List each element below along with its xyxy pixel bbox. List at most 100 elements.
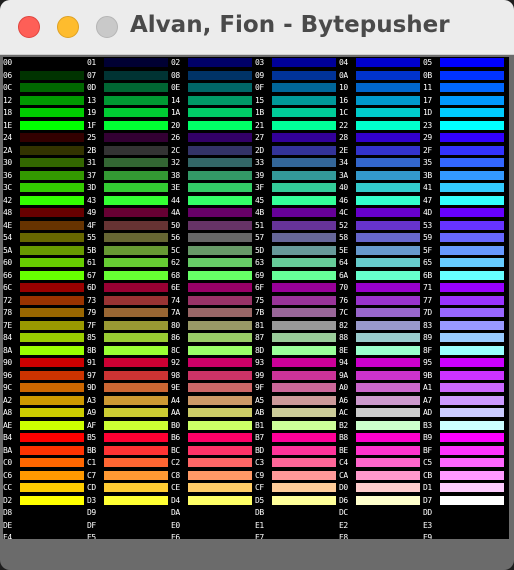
- palette-entry: 45: [255, 194, 338, 206]
- palette-entry: 8C: [171, 344, 254, 356]
- palette-entry: 05: [423, 57, 506, 68]
- color-swatch: [272, 83, 336, 92]
- color-swatch: [104, 245, 168, 255]
- color-swatch: [272, 483, 336, 492]
- palette-index-label: BA: [3, 444, 19, 456]
- palette-index-label: 17: [423, 94, 439, 106]
- palette-entry: 38: [171, 169, 254, 181]
- palette-entry: 30: [3, 157, 86, 168]
- palette-index-label: 75: [255, 294, 271, 306]
- palette-entry: 54: [3, 232, 86, 243]
- palette-entry: AE: [3, 419, 86, 431]
- close-window-button[interactable]: [18, 16, 40, 38]
- color-swatch: [104, 83, 168, 92]
- color-swatch: [104, 108, 168, 117]
- palette-index-label: 6B: [423, 269, 439, 281]
- color-swatch: [188, 258, 252, 267]
- zoom-window-button[interactable]: [96, 16, 118, 38]
- palette-index-label: 9F: [255, 382, 271, 393]
- palette-entry: 9A: [339, 369, 422, 381]
- palette-index-label: 55: [87, 232, 103, 243]
- palette-index-label: 72: [3, 294, 19, 306]
- palette-entry: 0F: [255, 82, 338, 93]
- palette-index-label: 73: [87, 294, 103, 306]
- palette-entry: 4C: [339, 207, 422, 218]
- palette-index-label: 3F: [255, 182, 271, 193]
- palette-index-label: 6A: [339, 269, 355, 281]
- palette-index-label: 48: [3, 207, 19, 218]
- color-swatch: [188, 83, 252, 92]
- palette-index-label: 11: [423, 82, 439, 93]
- palette-entry: 3B: [423, 169, 506, 181]
- palette-entry: DF: [87, 519, 170, 531]
- palette-index-label: E9: [423, 532, 439, 543]
- color-swatch: [356, 258, 420, 267]
- palette-index-label: 0A: [339, 69, 355, 81]
- palette-entry: 1F: [87, 119, 170, 131]
- palette-index-label: C5: [423, 457, 439, 468]
- palette-entry: B8: [339, 432, 422, 443]
- palette-index-label: 43: [87, 194, 103, 206]
- color-swatch: [272, 445, 336, 455]
- palette-entry: A0: [339, 382, 422, 393]
- color-swatch: [440, 383, 504, 392]
- color-swatch: [104, 120, 168, 130]
- palette-entry: 24: [3, 132, 86, 143]
- color-swatch: [272, 108, 336, 117]
- palette-entry: AD: [423, 407, 506, 418]
- color-swatch: [272, 383, 336, 392]
- palette-entry: A3: [87, 394, 170, 406]
- palette-entry: 89: [423, 332, 506, 343]
- palette-index-label: 08: [171, 69, 187, 81]
- palette-entry: 40: [339, 182, 422, 193]
- palette-index-label: BC: [171, 444, 187, 456]
- color-swatch: [356, 120, 420, 130]
- color-swatch: [440, 283, 504, 292]
- color-swatch: [272, 495, 336, 505]
- palette-entry: 97: [87, 369, 170, 381]
- palette-index-label: E3: [423, 519, 439, 531]
- palette-entry: C0: [3, 457, 86, 468]
- palette-index-label: 9C: [3, 382, 19, 393]
- color-swatch: [272, 208, 336, 217]
- palette-entry: 39: [255, 169, 338, 181]
- palette-entry: 7E: [3, 319, 86, 331]
- palette-index-label: 44: [171, 194, 187, 206]
- palette-index-label: 8F: [423, 344, 439, 356]
- palette-index-label: 52: [339, 219, 355, 231]
- color-swatch: [104, 308, 168, 317]
- palette-index-label: 42: [3, 194, 19, 206]
- color-swatch: [356, 183, 420, 192]
- color-swatch: [188, 58, 252, 67]
- palette-index-label: CD: [87, 482, 103, 493]
- palette-entry: 80: [171, 319, 254, 331]
- color-swatch: [20, 220, 84, 230]
- color-swatch: [272, 320, 336, 330]
- palette-entry: A1: [423, 382, 506, 393]
- color-swatch: [20, 520, 84, 530]
- color-swatch: [272, 433, 336, 442]
- palette-entry: A9: [87, 407, 170, 418]
- palette-index-label: C6: [3, 469, 19, 481]
- palette-entry: CC: [3, 482, 86, 493]
- palette-index-label: E7: [255, 532, 271, 543]
- palette-index-label: C4: [339, 457, 355, 468]
- color-swatch: [104, 495, 168, 505]
- palette-index-label: 57: [255, 232, 271, 243]
- color-swatch: [104, 508, 168, 517]
- color-swatch: [356, 245, 420, 255]
- palette-entry: 70: [339, 282, 422, 293]
- palette-index-label: 4C: [339, 207, 355, 218]
- minimize-window-button[interactable]: [57, 16, 79, 38]
- color-swatch: [20, 483, 84, 492]
- palette-entry: 74: [171, 294, 254, 306]
- color-swatch: [188, 120, 252, 130]
- color-swatch: [188, 395, 252, 405]
- palette-entry: C1: [87, 457, 170, 468]
- palette-index-label: 5D: [255, 244, 271, 256]
- palette-index-label: 70: [339, 282, 355, 293]
- palette-index-label: 5C: [171, 244, 187, 256]
- palette-entry: 95: [423, 357, 506, 368]
- color-swatch: [104, 370, 168, 380]
- color-swatch: [104, 283, 168, 292]
